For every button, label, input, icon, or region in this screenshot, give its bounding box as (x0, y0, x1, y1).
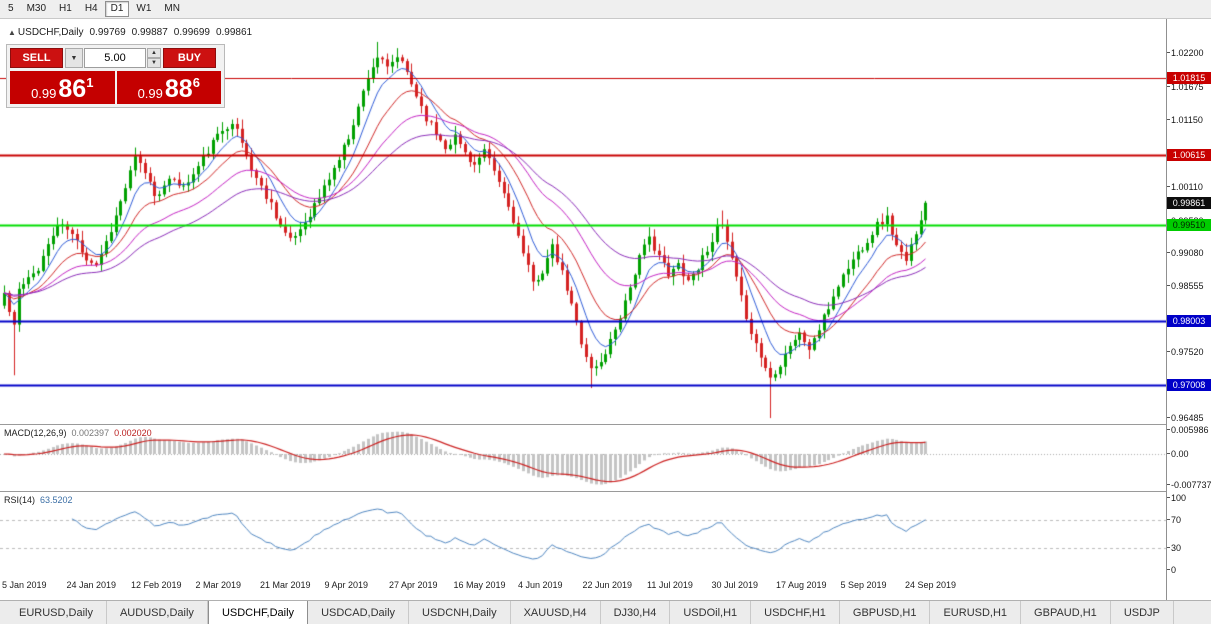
volume-dropdown-button[interactable]: ▼ (65, 48, 83, 68)
rsi-indicator-label: RSI(14) 63.5202 (4, 495, 73, 505)
chart-tab-bar: EURUSD,Daily AUDUSD,Daily USDCHF,Daily USDC… (0, 600, 1211, 624)
date-axis-label: 12 Feb 2019 (131, 580, 182, 590)
date-axis-label: 4 Jun 2019 (518, 580, 563, 590)
date-axis-label: 21 Mar 2019 (260, 580, 311, 590)
rsi-axis-tick: 70 (1166, 514, 1182, 525)
price-axis-tick: 1.00110 (1167, 181, 1203, 192)
volume-increase-button[interactable]: ▲ (147, 48, 161, 58)
timeframe-button-w1[interactable]: W1 (130, 1, 157, 17)
macd-axis-tick: 0.00 (1167, 448, 1189, 459)
chart-tab-dj30-h4[interactable]: DJ30,H4 (601, 601, 671, 624)
price-level-badge: 0.97008 (1167, 378, 1211, 391)
buy-price-display[interactable]: 0.99 88 6 (116, 71, 221, 104)
symbol-ohlc-header: ▲ USDCHF,Daily 0.99769 0.99887 0.99699 0.9986… (8, 27, 258, 38)
macd-axis-tick: 0.005986 (1167, 424, 1209, 435)
chart-tab-usdchf-daily[interactable]: USDCHF,Daily (207, 601, 309, 624)
sell-price-prefix: 0.99 (31, 86, 57, 101)
symbol-name: USDCHF,Daily (17, 27, 84, 38)
date-axis-label: 11 Jul 2019 (647, 580, 693, 590)
chart-tab-usdoil-h1[interactable]: USDOil,H1 (670, 601, 752, 624)
macd-axis-tick: -0.007737 (1167, 480, 1211, 491)
sell-price-big: 86 (58, 75, 87, 103)
price-axis-tick: 0.96485 (1167, 413, 1204, 424)
ohlc-low: 0.99699 (173, 27, 210, 38)
date-axis-label: 24 Jan 2019 (66, 580, 117, 590)
macd-value-signal: 0.002020 (114, 428, 152, 438)
rsi-axis-tick: 100 (1166, 492, 1187, 503)
rsi-value: 63.5202 (40, 495, 73, 505)
rsi-axis-tick: 30 (1166, 543, 1182, 554)
date-axis-label: 24 Sep 2019 (905, 580, 957, 590)
macd-name: MACD(12,26,9) (4, 428, 67, 438)
price-axis-tick: 0.97520 (1167, 347, 1204, 358)
buy-price-sup: 6 (192, 75, 200, 90)
date-axis-label: 27 Apr 2019 (389, 580, 438, 590)
chart-tab-eurusd-daily[interactable]: EURUSD,Daily (6, 601, 107, 624)
sell-price-display[interactable]: 0.99 86 1 (10, 71, 115, 104)
date-axis-label: 5 Jan 2019 (2, 580, 47, 590)
chart-tab-audusd-daily[interactable]: AUDUSD,Daily (107, 601, 208, 624)
rsi-axis-tick: 0 (1166, 565, 1177, 576)
time-axis[interactable]: 5 Jan 2019 24 Jan 2019 12 Feb 2019 2 Mar 20… (0, 576, 1166, 600)
date-axis-label: 17 Aug 2019 (776, 580, 827, 590)
chevron-down-icon: ▼ (70, 54, 78, 62)
chart-tab-eurusd-h1[interactable]: EURUSD,H1 (930, 601, 1022, 624)
macd-value-main: 0.002397 (71, 428, 110, 438)
ohlc-high: 0.99887 (131, 27, 168, 38)
chart-tab-usdchf-h1[interactable]: USDCHF,H1 (751, 601, 840, 624)
price-axis-tick: 1.01675 (1167, 81, 1204, 92)
timeframe-button-h4[interactable]: H4 (79, 1, 104, 17)
price-axis-tick: 1.01150 (1167, 115, 1203, 126)
price-axis-tick: 0.99080 (1167, 247, 1204, 258)
rsi-pane-divider[interactable] (0, 491, 1166, 492)
date-axis-label: 16 May 2019 (453, 580, 506, 590)
chart-tab-usdcad-daily[interactable]: USDCAD,Daily (308, 601, 410, 624)
macd-pane-divider[interactable] (0, 424, 1166, 425)
price-axis-tick: 1.02200 (1167, 48, 1204, 59)
sell-button[interactable]: SELL (10, 48, 63, 68)
buy-price-prefix: 0.99 (137, 86, 163, 101)
buy-button[interactable]: BUY (163, 48, 216, 68)
timeframe-button-m30[interactable]: M30 (21, 1, 52, 17)
macd-pane-canvas[interactable] (0, 425, 1166, 491)
price-axis[interactable]: 1.022001.016751.011501.001100.995800.990… (1166, 19, 1211, 600)
price-level-badge: 1.01815 (1167, 72, 1211, 84)
volume-decrease-button[interactable]: ▼ (147, 58, 161, 68)
symbol-arrow-icon: ▲ (8, 28, 16, 37)
rsi-name: RSI(14) (4, 495, 36, 505)
ohlc-open: 0.99769 (89, 27, 126, 38)
chart-tab-gbpaud-h1[interactable]: GBPAUD,H1 (1021, 601, 1111, 624)
price-level-badge: 1.00615 (1167, 148, 1211, 161)
price-axis-tick: 0.98555 (1167, 281, 1204, 292)
chart-tab-usdcnh-daily[interactable]: USDCNH,Daily (409, 601, 511, 624)
chart-tab-usdjp[interactable]: USDJP (1111, 601, 1174, 624)
timeframe-button-5[interactable]: 5 (2, 1, 20, 17)
timeframe-button-mn[interactable]: MN (158, 1, 186, 17)
volume-stepper: ▲ ▼ (147, 48, 161, 68)
price-level-badge: 0.99510 (1167, 219, 1211, 232)
date-axis-label: 22 Jun 2019 (582, 580, 633, 590)
timeframe-button-d1[interactable]: D1 (104, 1, 130, 17)
buy-price-big: 88 (164, 75, 193, 103)
timeframe-button-h1[interactable]: H1 (53, 1, 78, 17)
chart-tab-xauusd-h4[interactable]: XAUUSD,H4 (511, 601, 601, 624)
rsi-pane-canvas[interactable] (0, 492, 1166, 576)
price-level-badge: 0.99861 (1167, 196, 1211, 209)
timeframe-toolbar: 5 M30 H1 H4 D1 W1 MN (0, 0, 1211, 19)
date-axis-label: 30 Jul 2019 (711, 580, 759, 590)
volume-input[interactable] (84, 48, 146, 68)
date-axis-label: 5 Sep 2019 (840, 580, 887, 590)
price-level-badge: 0.98003 (1167, 315, 1211, 328)
chart-tab-gbpusd-h1[interactable]: GBPUSD,H1 (840, 601, 931, 624)
ohlc-close: 0.99861 (215, 27, 253, 38)
date-axis-label: 2 Mar 2019 (195, 580, 242, 590)
sell-price-sup: 1 (86, 75, 94, 90)
macd-indicator-label: MACD(12,26,9) 0.002397 0.002020 (4, 428, 152, 438)
date-axis-label: 9 Apr 2019 (324, 580, 369, 590)
